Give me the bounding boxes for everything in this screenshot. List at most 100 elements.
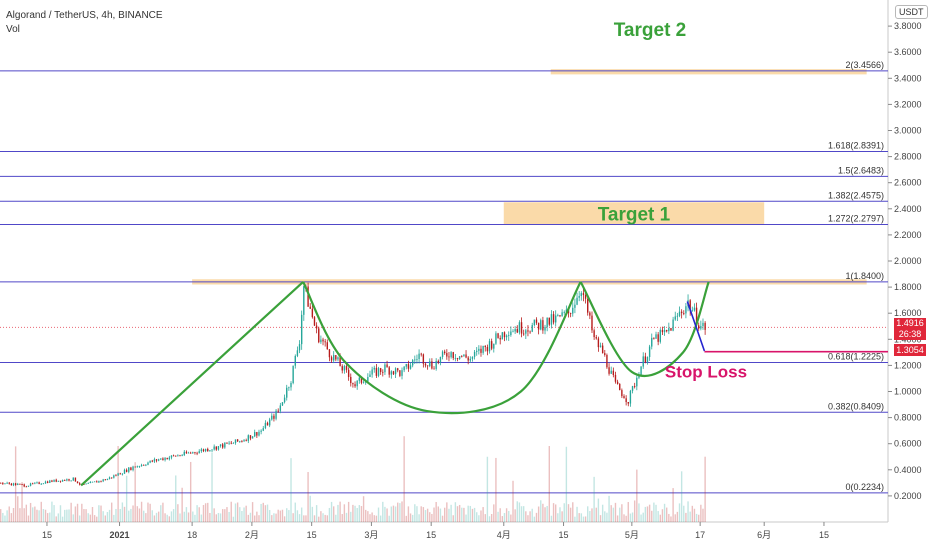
candle-body bbox=[279, 405, 282, 411]
volume-bar bbox=[467, 505, 469, 522]
candle-body bbox=[666, 329, 668, 332]
candle-body bbox=[96, 481, 98, 483]
candle-body bbox=[433, 368, 435, 370]
candle-body bbox=[476, 350, 478, 352]
candle-body bbox=[589, 312, 591, 316]
candle-body bbox=[631, 386, 634, 391]
candle-body bbox=[441, 351, 444, 357]
candle-body bbox=[685, 306, 687, 314]
y-tick-label: 2.2000 bbox=[894, 230, 922, 240]
volume-bar bbox=[550, 515, 553, 522]
candle-body bbox=[473, 351, 476, 357]
target-1-label: Target 1 bbox=[598, 204, 671, 225]
candle-body bbox=[495, 333, 497, 344]
volume-bar bbox=[591, 508, 593, 522]
y-tick-label: 1.8000 bbox=[894, 282, 922, 292]
volume-bar bbox=[160, 505, 162, 522]
candle-body bbox=[42, 483, 45, 485]
volume-bar bbox=[38, 510, 40, 522]
candle-body bbox=[540, 320, 542, 330]
candle-body bbox=[557, 315, 559, 316]
candle-body bbox=[89, 482, 92, 484]
candle-body bbox=[484, 345, 486, 348]
volume-bar bbox=[625, 515, 627, 522]
volume-bar bbox=[286, 508, 288, 522]
volume-bar bbox=[599, 515, 602, 522]
candle-body bbox=[333, 355, 335, 361]
volume-bar bbox=[249, 512, 252, 522]
volume-bar bbox=[416, 506, 418, 522]
candle-body bbox=[111, 477, 113, 479]
volume-bar bbox=[439, 508, 442, 522]
volume-bar bbox=[143, 510, 145, 522]
volume-bar bbox=[234, 503, 237, 522]
y-tick-label: 2.4000 bbox=[894, 204, 922, 214]
currency-badge[interactable]: USDT bbox=[895, 5, 928, 19]
candle-body bbox=[345, 366, 348, 370]
volume-bar bbox=[339, 501, 341, 522]
volume-bar bbox=[653, 502, 655, 522]
volume-bar bbox=[177, 504, 179, 522]
candle-body bbox=[431, 361, 433, 369]
candle-body bbox=[98, 480, 100, 483]
candle-body bbox=[480, 348, 482, 353]
candle-body bbox=[283, 397, 286, 403]
volume-bar bbox=[576, 506, 578, 522]
volume-bar bbox=[125, 475, 128, 522]
candle-body bbox=[313, 317, 316, 326]
candle-body bbox=[678, 311, 681, 316]
volume-bar bbox=[674, 514, 676, 522]
volume-bar bbox=[138, 508, 141, 522]
candle-body bbox=[19, 483, 21, 485]
candle-body bbox=[638, 376, 640, 378]
volume-bar bbox=[689, 511, 691, 522]
candle-body bbox=[172, 455, 175, 457]
volume-bar bbox=[456, 506, 459, 522]
fib-level-label: 1.618(2.8391) bbox=[828, 140, 884, 150]
candle-body bbox=[198, 451, 200, 454]
candle-body bbox=[465, 354, 467, 358]
candle-body bbox=[239, 441, 241, 442]
candle-body bbox=[136, 466, 139, 468]
target-1-zone bbox=[503, 202, 765, 225]
volume-bar bbox=[392, 505, 395, 522]
volume-bar bbox=[638, 503, 640, 522]
candle-body bbox=[55, 479, 57, 482]
candle-body bbox=[294, 355, 296, 366]
target-2-label: Target 2 bbox=[614, 20, 687, 41]
candle-body bbox=[6, 482, 8, 484]
volume-bar bbox=[484, 514, 486, 522]
candle-body bbox=[527, 330, 529, 332]
candle-body bbox=[689, 300, 691, 312]
volume-bar bbox=[433, 507, 435, 522]
candle-body bbox=[608, 367, 610, 374]
candle-body bbox=[262, 428, 264, 431]
volume-bar bbox=[401, 501, 403, 522]
volume-bar bbox=[78, 515, 81, 522]
candle-body bbox=[256, 432, 258, 436]
candle-body bbox=[478, 348, 480, 351]
candle-body bbox=[217, 446, 220, 450]
candle-body bbox=[307, 286, 309, 307]
volume-bar bbox=[181, 487, 183, 522]
candle-body bbox=[512, 331, 514, 333]
volume-bar bbox=[57, 513, 60, 522]
volume-bar bbox=[200, 514, 203, 522]
volume-bar bbox=[373, 515, 375, 522]
candle-body bbox=[117, 473, 119, 476]
volume-bar bbox=[529, 511, 531, 522]
candle-body bbox=[516, 329, 518, 333]
candle-body bbox=[164, 457, 166, 461]
volume-bar bbox=[347, 501, 350, 522]
candle-body bbox=[695, 307, 698, 326]
volume-bar bbox=[593, 476, 595, 522]
volume-bar bbox=[555, 504, 557, 522]
candle-body bbox=[153, 459, 156, 462]
volume-bar bbox=[254, 515, 256, 522]
candle-body bbox=[10, 483, 13, 486]
volume-bar bbox=[275, 513, 277, 522]
candle-body bbox=[281, 402, 284, 406]
volume-bar bbox=[0, 509, 2, 522]
volume-bar bbox=[546, 505, 548, 522]
